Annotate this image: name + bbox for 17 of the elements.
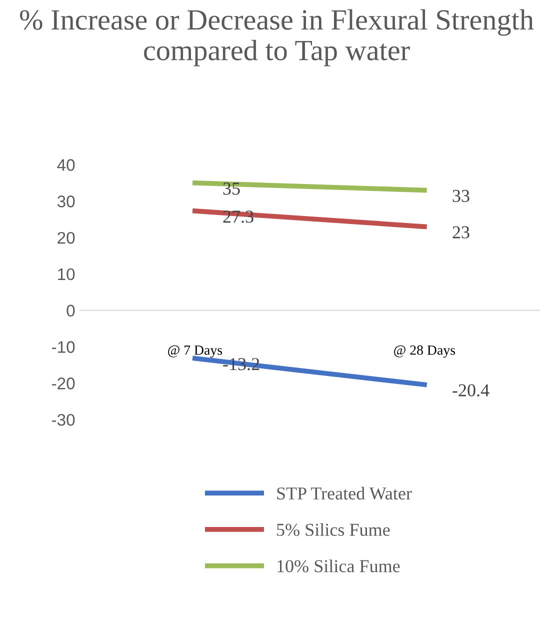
legend-label: 10% Silica Fume: [278, 560, 400, 572]
y-tick-label: 20: [58, 232, 75, 244]
y-tick-label: -10: [52, 341, 75, 353]
chart-title: % Increase or Decrease in Flexural Strength compared to Tap water: [20, 9, 534, 66]
y-tick-label: -20: [52, 378, 75, 390]
x-tick-label: @ 28 Days: [394, 345, 456, 358]
y-tick-label: 10: [58, 268, 75, 280]
legend-label: 5% Silics Fume: [277, 523, 390, 536]
data-label: 33: [452, 190, 470, 202]
data-label: 23: [452, 226, 470, 238]
y-tick-label: 40: [57, 159, 75, 171]
legend-label: STP Treated Water: [277, 486, 412, 500]
y-tick-label: -30: [52, 414, 75, 426]
x-tick-label: @ 7 Days: [168, 345, 222, 358]
data-label: -20.4: [452, 384, 490, 396]
y-tick-label: 30: [57, 196, 75, 208]
y-tick-label: 0: [66, 304, 75, 317]
